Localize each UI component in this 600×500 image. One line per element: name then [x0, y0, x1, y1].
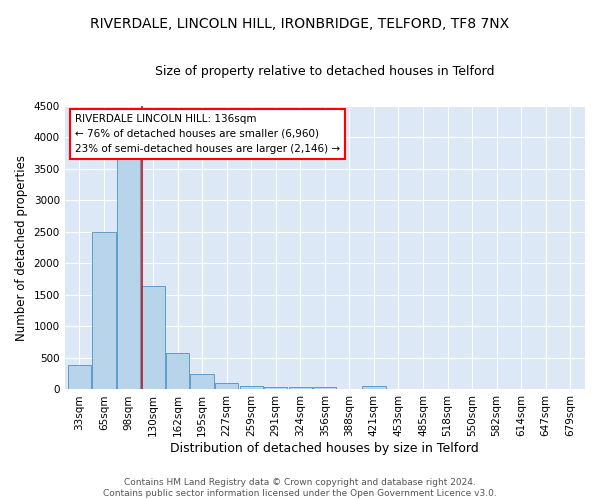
X-axis label: Distribution of detached houses by size in Telford: Distribution of detached houses by size … [170, 442, 479, 455]
Bar [166, 353, 189, 390]
Bar [142, 286, 164, 390]
Bar [92, 232, 116, 390]
Bar [117, 156, 140, 390]
Bar [190, 374, 214, 390]
Text: Contains HM Land Registry data © Crown copyright and database right 2024.
Contai: Contains HM Land Registry data © Crown c… [103, 478, 497, 498]
Title: Size of property relative to detached houses in Telford: Size of property relative to detached ho… [155, 65, 494, 78]
Bar [362, 386, 386, 390]
Bar [313, 387, 337, 390]
Bar [68, 366, 91, 390]
Text: RIVERDALE LINCOLN HILL: 136sqm
← 76% of detached houses are smaller (6,960)
23% : RIVERDALE LINCOLN HILL: 136sqm ← 76% of … [75, 114, 340, 154]
Text: RIVERDALE, LINCOLN HILL, IRONBRIDGE, TELFORD, TF8 7NX: RIVERDALE, LINCOLN HILL, IRONBRIDGE, TEL… [91, 18, 509, 32]
Bar [215, 383, 238, 390]
Bar [289, 388, 312, 390]
Bar [239, 386, 263, 390]
Bar [264, 387, 287, 390]
Y-axis label: Number of detached properties: Number of detached properties [15, 154, 28, 340]
